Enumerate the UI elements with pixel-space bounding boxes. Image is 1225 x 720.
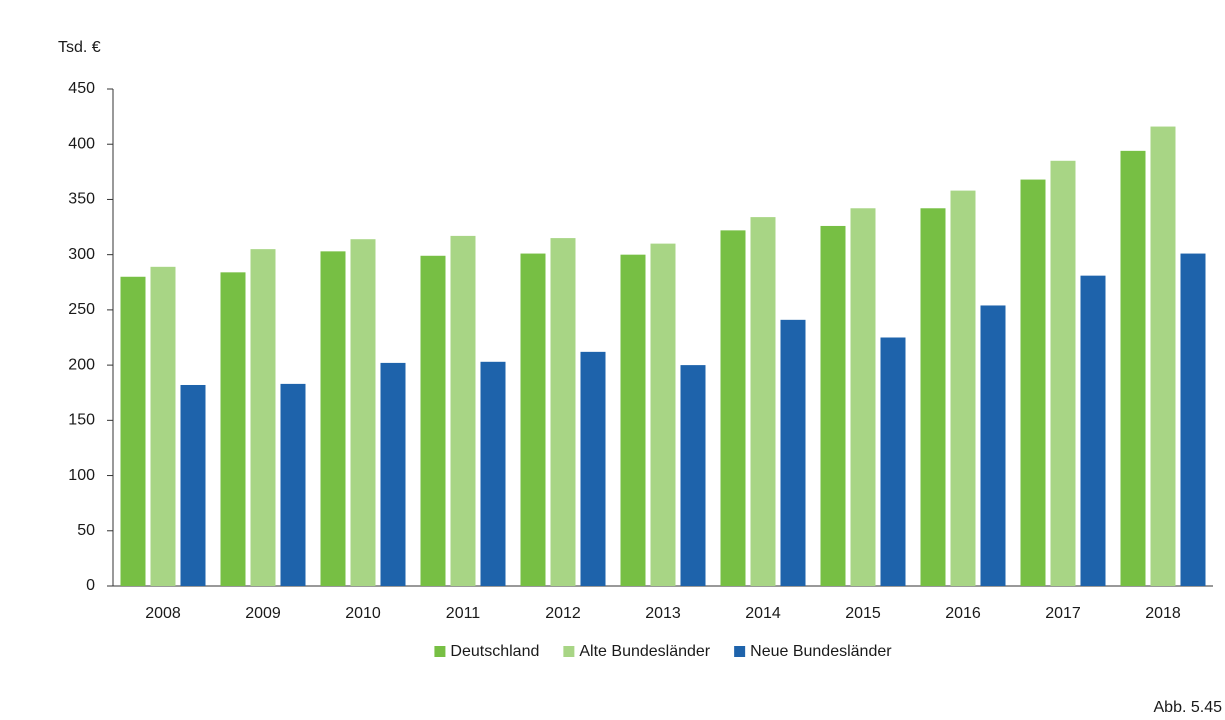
bar [1020, 179, 1046, 586]
bar [1120, 150, 1146, 587]
x-tick-label: 2011 [446, 605, 481, 622]
legend-label: Neue Bundesländer [750, 643, 892, 660]
bar [580, 351, 606, 586]
bar [650, 243, 676, 586]
bar [720, 230, 746, 586]
bar [1150, 126, 1176, 586]
bar [1080, 275, 1106, 586]
bar [420, 255, 446, 586]
bar [780, 319, 806, 586]
x-tick-label: 2013 [645, 605, 681, 622]
bar [820, 225, 846, 586]
x-tick-label: 2017 [1045, 605, 1081, 622]
bar [520, 253, 546, 586]
bar [180, 384, 206, 586]
legend-label: Deutschland [450, 643, 539, 660]
bar [480, 361, 506, 586]
x-tick-label: 2010 [345, 605, 381, 622]
bar [220, 272, 246, 586]
legend-swatch [563, 646, 575, 657]
bar [750, 217, 776, 587]
bar [320, 251, 346, 586]
bar [350, 239, 376, 586]
bar [920, 208, 946, 586]
x-tick-label: 2012 [545, 605, 581, 622]
bar [380, 362, 406, 586]
annotation: Abb. 5.45 [1154, 699, 1223, 716]
legend-swatch [734, 646, 746, 657]
bar [950, 190, 976, 586]
y-tick-label: 450 [68, 80, 95, 97]
legend-swatch [434, 646, 446, 657]
bar [1180, 253, 1206, 586]
y-tick-label: 0 [86, 577, 95, 594]
bar [150, 266, 176, 586]
x-tick-label: 2014 [745, 605, 781, 622]
x-tick-label: 2016 [945, 605, 981, 622]
y-tick-label: 400 [68, 135, 95, 152]
y-tick-label: 50 [77, 522, 95, 539]
y-tick-label: 250 [68, 301, 95, 318]
bar [880, 337, 906, 586]
y-tick-label: 100 [68, 467, 95, 484]
x-tick-label: 2018 [1145, 605, 1181, 622]
bar [620, 254, 646, 586]
bar [980, 305, 1006, 586]
y-tick-label: 350 [68, 191, 95, 208]
bar [120, 276, 146, 586]
legend: Deutschland Alte Bundesländer Neue Bundesl… [434, 643, 892, 660]
legend-label: Alte Bundesländer [579, 643, 710, 660]
bar [250, 249, 276, 586]
x-tick-label: 2015 [845, 605, 881, 622]
y-axis-label: Tsd. € [58, 39, 101, 56]
x-tick-label: 2008 [145, 605, 181, 622]
bar [450, 235, 476, 586]
x-tick-label: 2009 [245, 605, 281, 622]
bar [280, 383, 306, 586]
bar [550, 238, 576, 586]
bar [1050, 160, 1076, 587]
y-tick-label: 300 [68, 246, 95, 263]
y-tick-label: 200 [68, 356, 95, 373]
y-tick-label: 150 [68, 412, 95, 429]
bar [680, 365, 706, 586]
bar [850, 208, 876, 586]
